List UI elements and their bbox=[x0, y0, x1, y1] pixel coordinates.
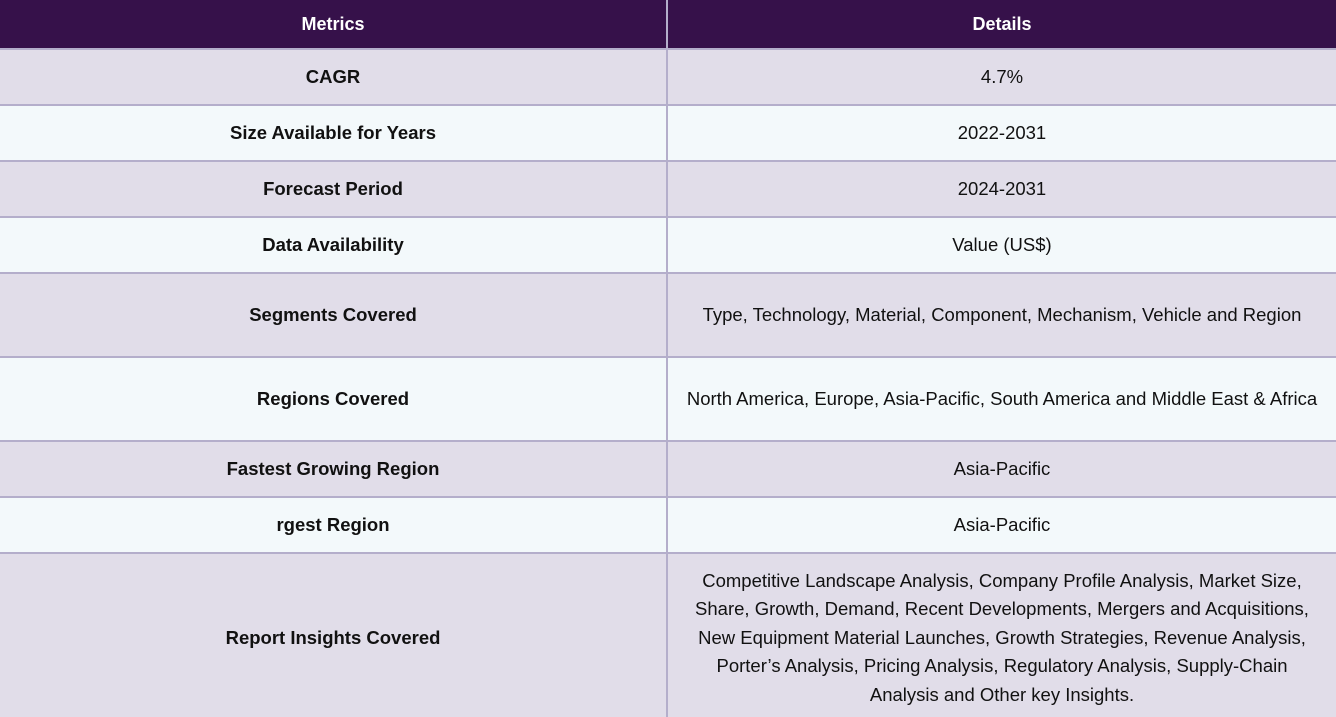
table-row: Report Insights Covered Competitive Land… bbox=[0, 553, 1336, 717]
detail-cell: Value (US$) bbox=[667, 217, 1336, 274]
metrics-column-header: Metrics bbox=[0, 0, 668, 50]
metric-cell: Size Available for Years bbox=[0, 105, 668, 162]
table-row: Forecast Period 2024-2031 bbox=[0, 161, 1336, 218]
table-row: Data Availability Value (US$) bbox=[0, 217, 1336, 274]
detail-cell: Asia-Pacific bbox=[667, 497, 1336, 554]
details-column-header: Details bbox=[667, 0, 1336, 50]
table-header-row: Metrics Details bbox=[0, 0, 1336, 50]
metric-cell: Regions Covered bbox=[0, 357, 668, 442]
detail-cell: 2022-2031 bbox=[667, 105, 1336, 162]
metric-cell: Forecast Period bbox=[0, 161, 668, 218]
table-row: Regions Covered North America, Europe, A… bbox=[0, 357, 1336, 442]
metric-cell: Segments Covered bbox=[0, 273, 668, 358]
detail-cell: Type, Technology, Material, Component, M… bbox=[667, 273, 1336, 358]
metric-cell: CAGR bbox=[0, 49, 668, 106]
detail-cell: Asia-Pacific bbox=[667, 441, 1336, 498]
metric-cell: Report Insights Covered bbox=[0, 553, 668, 717]
table-row: Fastest Growing Region Asia-Pacific bbox=[0, 441, 1336, 498]
detail-cell: Competitive Landscape Analysis, Company … bbox=[667, 553, 1336, 717]
table-row: CAGR 4.7% bbox=[0, 49, 1336, 106]
metric-cell: rgest Region bbox=[0, 497, 668, 554]
metric-cell: Fastest Growing Region bbox=[0, 441, 668, 498]
table-row: Segments Covered Type, Technology, Mater… bbox=[0, 273, 1336, 358]
metric-cell: Data Availability bbox=[0, 217, 668, 274]
detail-cell: 4.7% bbox=[667, 49, 1336, 106]
detail-cell: North America, Europe, Asia-Pacific, Sou… bbox=[667, 357, 1336, 442]
detail-cell: 2024-2031 bbox=[667, 161, 1336, 218]
table-row: Size Available for Years 2022-2031 bbox=[0, 105, 1336, 162]
table-row: rgest Region Asia-Pacific bbox=[0, 497, 1336, 554]
